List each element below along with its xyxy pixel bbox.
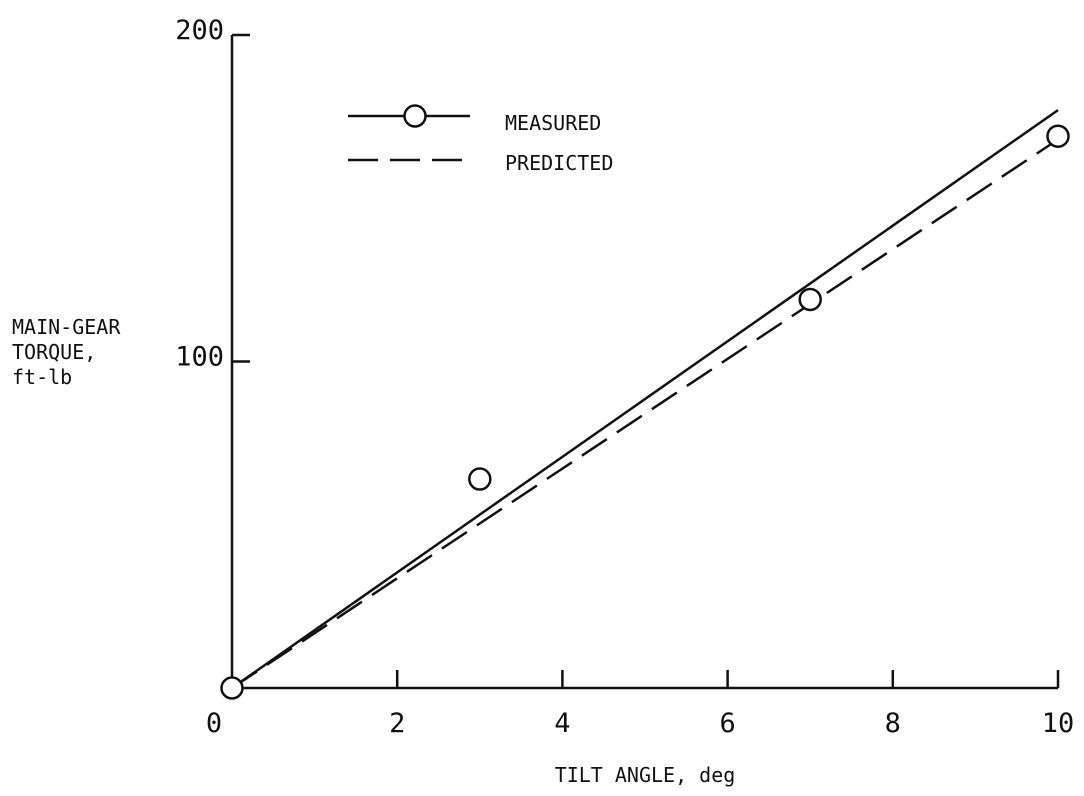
legend-measured-label: MEASURED: [505, 111, 601, 135]
legend-predicted-label: PREDICTED: [505, 151, 613, 175]
measured-line: [231, 109, 1059, 690]
y-axis-title: MAIN-GEAR TORQUE, ft-lb: [12, 315, 132, 389]
x-tick-label: 0: [206, 708, 222, 739]
measured-point: [798, 287, 822, 312]
predicted-line: [231, 138, 1059, 690]
ticks: 0 2 4 6 8 10 100 200: [175, 15, 1074, 739]
measured-point: [220, 676, 244, 700]
x-tick-label: 10: [1042, 708, 1075, 739]
x-tick-label: 2: [389, 708, 405, 739]
y-tick-label: 100: [175, 342, 224, 373]
y-tick-label: 200: [175, 15, 224, 46]
x-tick-label: 4: [554, 708, 570, 739]
x-tick-label: 8: [885, 708, 901, 739]
y-axis-title-line-1: MAIN-GEAR: [12, 315, 121, 339]
plot-area: [220, 109, 1070, 700]
legend: MEASURED PREDICTED: [348, 104, 613, 175]
measured-point: [468, 467, 492, 491]
legend-measured-marker: [403, 104, 427, 128]
y-axis-title-line-2: TORQUE,: [12, 340, 96, 364]
x-axis-title: TILT ANGLE, deg: [555, 763, 736, 787]
measured-point: [1046, 124, 1070, 148]
x-tick-label: 6: [719, 708, 735, 739]
y-axis-title-line-3: ft-lb: [12, 365, 72, 389]
